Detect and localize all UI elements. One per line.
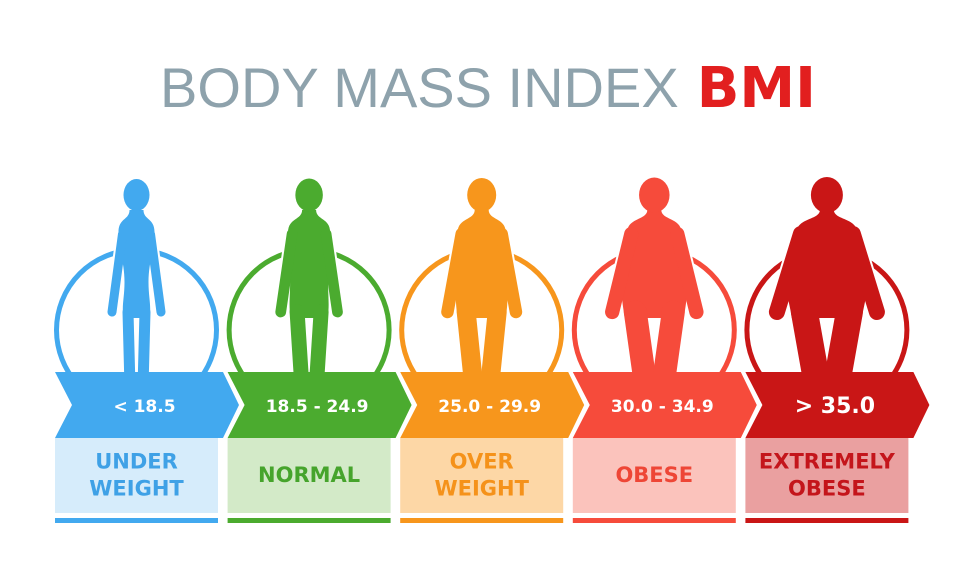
- figure: [766, 175, 887, 394]
- head: [639, 177, 670, 213]
- leg: [652, 300, 685, 390]
- label-text: UNDER: [95, 450, 178, 474]
- label-text: WEIGHT: [434, 477, 529, 501]
- head: [467, 178, 497, 212]
- bottom-bar: [400, 518, 564, 523]
- range-banner: [745, 372, 930, 438]
- bottom-bar: [55, 518, 218, 523]
- label-box: [572, 438, 736, 513]
- title-highlight: BMI: [697, 56, 816, 121]
- figure: [603, 175, 706, 392]
- head: [810, 177, 843, 213]
- arm: [768, 226, 809, 320]
- figure: [273, 176, 345, 390]
- arm: [844, 226, 885, 320]
- figure: [439, 176, 525, 390]
- head: [123, 179, 150, 211]
- label-text: EXTREMELY: [759, 450, 896, 474]
- leg: [309, 304, 329, 386]
- torso: [118, 210, 155, 318]
- category: 18.5 - 24.9 NORMAL: [226, 176, 412, 523]
- label-text: WEIGHT: [89, 477, 184, 501]
- arm: [320, 228, 343, 318]
- category: 30.0 - 34.9 OBESE: [571, 175, 757, 523]
- leg: [824, 298, 863, 392]
- bottom-bar: [572, 518, 736, 523]
- leg: [480, 302, 507, 388]
- label-text: OBESE: [615, 463, 693, 487]
- bottom-bar: [745, 518, 909, 523]
- category: < 18.5 UNDER WEIGHT: [54, 177, 239, 523]
- label-text: OBESE: [788, 477, 866, 501]
- leg: [137, 306, 151, 384]
- arm: [670, 226, 704, 320]
- arm: [441, 227, 468, 319]
- figure: [105, 177, 168, 390]
- range-banner: [400, 372, 585, 438]
- title-main: BODY MASS INDEX: [160, 56, 679, 119]
- arm: [275, 228, 298, 318]
- label-box: [55, 438, 218, 513]
- range-text: > 35.0: [795, 394, 875, 419]
- range-banner: [572, 372, 757, 438]
- leg: [122, 306, 136, 384]
- arm: [605, 226, 639, 320]
- leg: [456, 302, 483, 388]
- leg: [289, 304, 309, 386]
- arm: [146, 229, 166, 317]
- label-text: NORMAL: [258, 463, 360, 487]
- range-text: < 18.5: [113, 397, 175, 417]
- label-box: [400, 438, 564, 513]
- arm: [107, 229, 127, 317]
- title: BODY MASS INDEX BMI: [160, 56, 816, 121]
- arm: [495, 227, 523, 319]
- range-text: 18.5 - 24.9: [266, 397, 369, 417]
- torso: [455, 210, 508, 318]
- label-text: OVER: [450, 450, 514, 474]
- bottom-bar: [227, 518, 391, 523]
- category: > 35.0 EXTREMELY OBESE: [744, 175, 930, 523]
- range-banner: [55, 372, 239, 438]
- head: [295, 178, 323, 212]
- range-text: 30.0 - 34.9: [611, 397, 714, 417]
- range-banner: [227, 372, 412, 438]
- torso: [288, 210, 331, 318]
- range-text: 25.0 - 29.9: [438, 397, 541, 417]
- label-box: [745, 438, 909, 513]
- label-box: [227, 438, 391, 513]
- leg: [623, 300, 657, 390]
- category: 25.0 - 29.9 OVER WEIGHT: [399, 176, 585, 523]
- leg: [790, 298, 830, 392]
